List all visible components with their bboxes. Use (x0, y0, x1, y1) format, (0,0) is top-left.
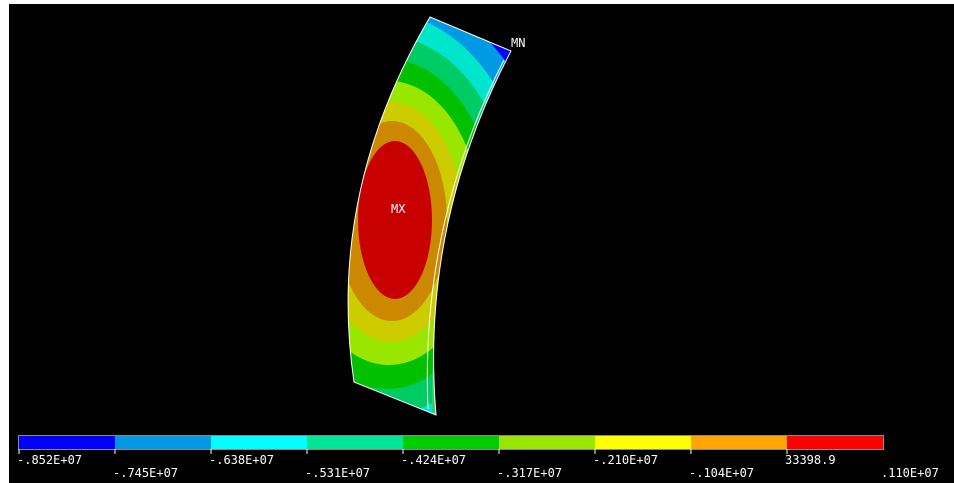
legend-band-2 (115, 436, 211, 449)
legend-band-5 (403, 436, 499, 449)
legend-label: 33398.9 (785, 453, 836, 467)
legend-label: -.424E+07 (401, 453, 467, 467)
legend-label: -.745E+07 (113, 466, 179, 480)
legend-label: .110E+07 (881, 466, 939, 480)
legend-band-3 (211, 436, 307, 449)
max-marker-label: MX (391, 202, 406, 216)
legend-band-8 (691, 436, 787, 449)
contour-plot (18, 16, 884, 454)
contour-band-9 (358, 141, 432, 299)
legend-label: -.317E+07 (497, 466, 563, 480)
legend-band-7 (595, 436, 691, 449)
legend-label: -.852E+07 (17, 453, 83, 467)
legend-band-4 (307, 436, 403, 449)
min-marker-label: MN (511, 36, 526, 50)
legend-band-6 (499, 436, 595, 449)
legend-label: -.104E+07 (689, 466, 755, 480)
legend-label: -.638E+07 (209, 453, 275, 467)
stress-contour-bands (348, 17, 511, 415)
legend-label: -.531E+07 (305, 466, 371, 480)
shell-outline (347, 16, 512, 416)
legend-label: -.210E+07 (593, 453, 659, 467)
shell-inner-edge (426, 59, 505, 410)
legend-band-1 (19, 436, 115, 449)
legend-band-9 (787, 436, 883, 449)
legend-color-bar (18, 435, 884, 454)
contour-plot-viewport[interactable]: MN MX -.852E+07 -.745E+07 -.638E+07 -.531E+… (9, 4, 954, 483)
